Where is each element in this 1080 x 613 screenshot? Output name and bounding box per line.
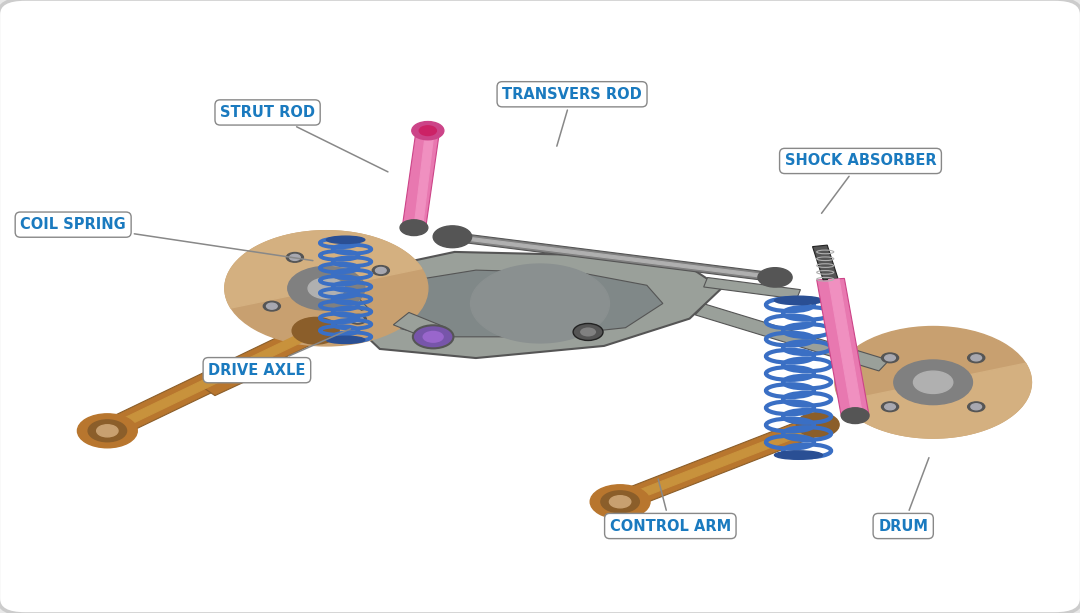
Text: COIL SPRING: COIL SPRING bbox=[21, 217, 313, 261]
Ellipse shape bbox=[413, 326, 454, 348]
Circle shape bbox=[287, 267, 365, 310]
Text: TRANSVERS ROD: TRANSVERS ROD bbox=[502, 87, 642, 146]
Circle shape bbox=[267, 303, 278, 309]
Circle shape bbox=[352, 316, 363, 322]
Text: DRUM: DRUM bbox=[878, 458, 929, 533]
Polygon shape bbox=[402, 130, 440, 228]
Circle shape bbox=[971, 404, 982, 409]
Circle shape bbox=[373, 265, 390, 275]
Circle shape bbox=[600, 491, 639, 512]
Circle shape bbox=[376, 267, 387, 273]
Circle shape bbox=[349, 314, 366, 324]
Polygon shape bbox=[203, 360, 273, 395]
Ellipse shape bbox=[573, 324, 603, 340]
Circle shape bbox=[89, 420, 126, 442]
Circle shape bbox=[293, 318, 339, 344]
Polygon shape bbox=[450, 232, 777, 281]
Text: DRIVE AXLE: DRIVE AXLE bbox=[208, 329, 351, 378]
Polygon shape bbox=[104, 328, 320, 433]
Polygon shape bbox=[828, 279, 863, 416]
Polygon shape bbox=[812, 245, 838, 280]
Circle shape bbox=[971, 355, 982, 361]
Circle shape bbox=[225, 230, 428, 346]
Polygon shape bbox=[375, 270, 663, 337]
Wedge shape bbox=[225, 230, 421, 308]
Polygon shape bbox=[352, 299, 368, 310]
Circle shape bbox=[885, 404, 895, 409]
Text: CONTROL ARM: CONTROL ARM bbox=[610, 479, 731, 533]
Polygon shape bbox=[816, 278, 869, 416]
Polygon shape bbox=[617, 422, 822, 504]
Text: STRUT ROD: STRUT ROD bbox=[220, 105, 388, 172]
Circle shape bbox=[308, 278, 345, 299]
Circle shape bbox=[914, 371, 953, 394]
Polygon shape bbox=[393, 313, 446, 340]
Ellipse shape bbox=[326, 236, 365, 243]
Circle shape bbox=[881, 353, 899, 363]
Ellipse shape bbox=[422, 331, 444, 343]
Polygon shape bbox=[414, 131, 434, 228]
Circle shape bbox=[590, 485, 650, 519]
Circle shape bbox=[78, 414, 137, 447]
Polygon shape bbox=[696, 304, 889, 371]
Circle shape bbox=[894, 360, 972, 405]
Circle shape bbox=[796, 413, 839, 437]
Circle shape bbox=[400, 220, 428, 235]
Wedge shape bbox=[840, 364, 1031, 438]
Circle shape bbox=[841, 408, 869, 424]
Ellipse shape bbox=[774, 451, 823, 459]
Circle shape bbox=[97, 425, 118, 437]
Polygon shape bbox=[451, 235, 775, 279]
Circle shape bbox=[286, 253, 303, 262]
Ellipse shape bbox=[326, 336, 365, 343]
Polygon shape bbox=[348, 252, 721, 358]
Circle shape bbox=[968, 402, 985, 411]
Circle shape bbox=[968, 353, 985, 363]
Ellipse shape bbox=[580, 327, 596, 337]
Text: SHOCK ABSORBER: SHOCK ABSORBER bbox=[785, 153, 936, 213]
Polygon shape bbox=[704, 278, 800, 299]
Circle shape bbox=[885, 355, 895, 361]
Polygon shape bbox=[97, 324, 326, 438]
Circle shape bbox=[881, 402, 899, 411]
Circle shape bbox=[609, 496, 631, 508]
Circle shape bbox=[835, 327, 1031, 438]
Circle shape bbox=[419, 126, 436, 135]
Circle shape bbox=[289, 254, 300, 261]
Circle shape bbox=[264, 302, 281, 311]
Circle shape bbox=[411, 121, 444, 140]
Ellipse shape bbox=[774, 296, 823, 305]
Polygon shape bbox=[611, 417, 827, 509]
Circle shape bbox=[433, 226, 472, 248]
Circle shape bbox=[471, 264, 609, 343]
Circle shape bbox=[758, 268, 792, 287]
